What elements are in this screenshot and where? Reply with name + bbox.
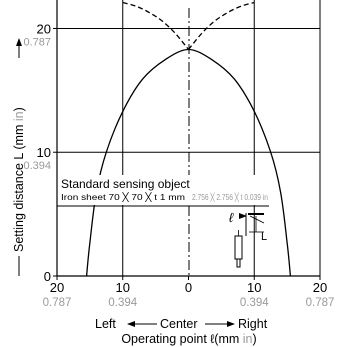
x-tick-sublabel: 0.787: [43, 297, 72, 309]
annotation-background: [57, 175, 269, 205]
y-tick-label: 20: [37, 21, 51, 36]
y-axis-title: Setting distance L (mm in): [12, 107, 26, 252]
x-tick-label: 20: [313, 280, 327, 295]
dashed-series-line: [122, 1, 190, 50]
sensor-target-icon: ℓ L: [229, 210, 267, 268]
x-tick-label: 0: [185, 280, 192, 295]
y-tick-sublabel: 0.394: [23, 160, 51, 172]
x-tick-label: 10: [247, 280, 261, 295]
y-tick-sublabel: 0.787: [23, 36, 51, 48]
direction-right: Right: [238, 317, 268, 331]
annotation-box: Standard sensing object Iron sheet 70 ╳ …: [57, 175, 269, 207]
x-tick-label: 20: [50, 280, 64, 295]
x-tick-sublabel: 0.394: [240, 297, 269, 309]
y-axis-title-close: ): [12, 107, 26, 111]
dashed-series-line: [187, 1, 255, 50]
direction-left: Left: [95, 317, 116, 331]
direction-legend: Left Center Right: [95, 317, 268, 331]
x-axis-title-close: ): [253, 332, 257, 346]
x-axis-title-unit: in: [243, 332, 253, 346]
annotation-material-in: 2.756 ╳ 2.756 ╳ t 0.039 in: [192, 192, 268, 202]
y-axis-title-main: Setting distance L (mm: [12, 121, 26, 252]
x-axis-title-main: Operating point ℓ(mm: [121, 332, 242, 346]
annotation-material: Iron sheet 70 ╳ 70 ╳ t 1 mm: [61, 191, 185, 203]
l-symbol: ℓ: [229, 210, 234, 225]
x-axis-title: Operating point ℓ(mm in): [121, 332, 256, 346]
x-tick-label: 10: [116, 280, 130, 295]
x-tick-sublabel: 0.394: [108, 297, 137, 309]
y-axis-title-group: Setting distance L (mm in): [12, 38, 26, 276]
y-axis-title-unit: in: [12, 111, 26, 121]
y-tick-label: 0: [44, 269, 51, 284]
y-tick-label: 10: [37, 145, 51, 160]
L-symbol: L: [261, 231, 267, 243]
x-tick-sublabel: 0.787: [306, 297, 335, 309]
direction-center: Center: [160, 317, 198, 331]
annotation-title: Standard sensing object: [61, 177, 190, 191]
grid: [53, 0, 321, 280]
